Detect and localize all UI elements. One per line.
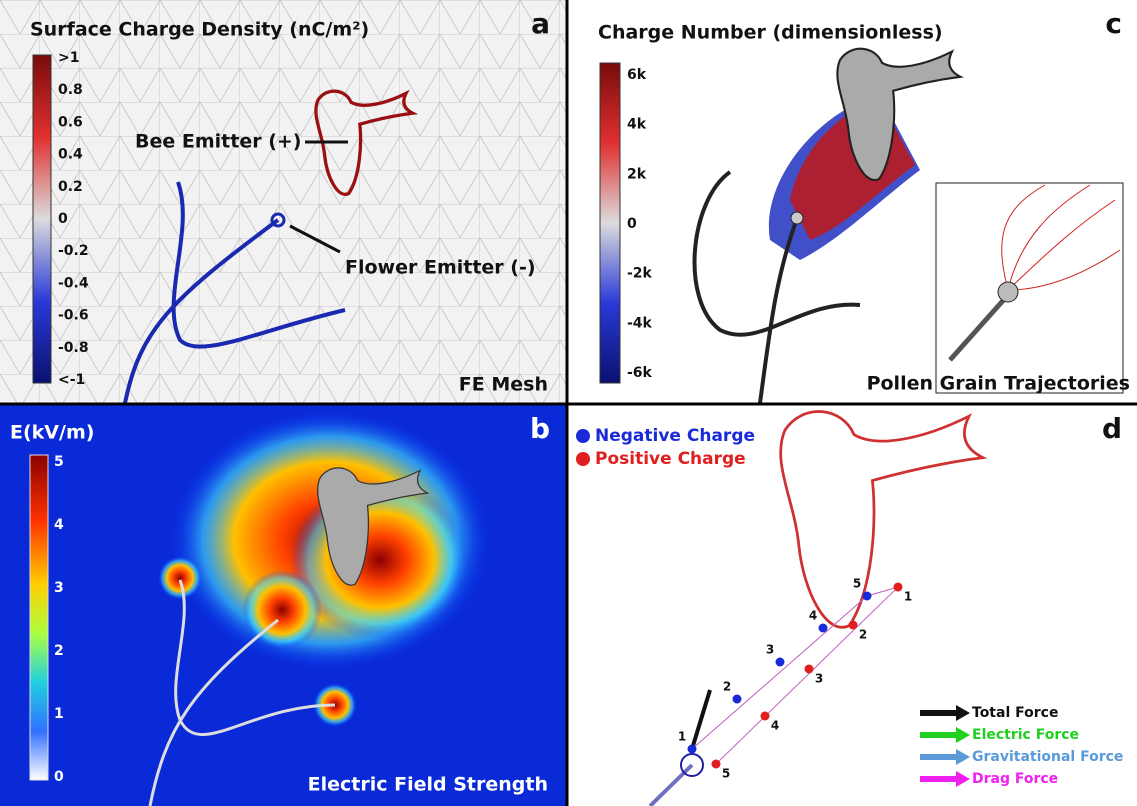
- colorbar-tick: 0.6: [58, 114, 83, 130]
- colorbar-tick: 2k: [627, 166, 647, 182]
- colorbar-tick: 0.2: [58, 179, 83, 195]
- colorbar-tick: 3: [54, 580, 64, 596]
- charge-point: [819, 624, 828, 633]
- charge-point: [863, 592, 872, 601]
- legend-label: Electric Force: [972, 727, 1079, 743]
- field: [158, 556, 202, 600]
- caption: FE Mesh: [459, 374, 548, 396]
- legend-label: Positive Charge: [595, 449, 746, 469]
- colorbar-tick: >1: [58, 50, 79, 66]
- colorbar-tick: -0.2: [58, 243, 89, 259]
- annotation: Flower Emitter (-): [345, 257, 536, 279]
- panel-letter: c: [1105, 7, 1122, 40]
- colorbar-tick: -0.6: [58, 308, 89, 324]
- colorbar-c: [600, 63, 620, 383]
- colorbar-tick: 5: [54, 454, 64, 470]
- colorbar-tick: 0.8: [58, 82, 83, 98]
- charge-point: [776, 658, 785, 667]
- point-label: 2: [723, 680, 731, 694]
- point-label: 1: [904, 590, 912, 604]
- flower-tip: [791, 212, 803, 224]
- legend-dot: [576, 452, 590, 466]
- point-label: 4: [771, 719, 779, 733]
- inset-tip: [998, 282, 1018, 302]
- point-label: 2: [859, 628, 867, 642]
- legend-label: Negative Charge: [595, 426, 755, 446]
- point-label: 4: [809, 609, 817, 623]
- panel-letter: d: [1102, 412, 1122, 445]
- caption: Pollen Grain Trajectories: [867, 373, 1130, 395]
- point-label: 3: [815, 672, 823, 686]
- charge-point: [805, 665, 814, 674]
- colorbar-tick: 0: [627, 216, 637, 232]
- legend-label: Gravitational Force: [972, 749, 1123, 765]
- colorbar-tick: 1: [54, 706, 64, 722]
- charge-point: [688, 745, 697, 754]
- colorbar-tick: 4: [54, 517, 64, 533]
- legend-label: Drag Force: [972, 771, 1058, 787]
- colorbar-b: [30, 455, 48, 780]
- legend-label: Total Force: [972, 705, 1058, 721]
- point-label: 5: [853, 577, 861, 591]
- point-label: 1: [678, 730, 686, 744]
- colorbar-a: [33, 55, 51, 383]
- colorbar-tick: -0.8: [58, 340, 89, 356]
- colorbar-tick: 0.4: [58, 147, 83, 163]
- title: Charge Number (dimensionless): [598, 22, 943, 44]
- colorbar-tick: 0: [54, 769, 64, 785]
- charge-point: [849, 621, 858, 630]
- charge-point: [894, 583, 903, 592]
- colorbar-tick: -4k: [627, 315, 653, 331]
- legend-dot: [576, 429, 590, 443]
- colorbar-tick: 6k: [627, 67, 647, 83]
- annotation: Bee Emitter (+): [135, 131, 301, 153]
- panel-letter: b: [530, 412, 550, 445]
- title: E(kV/m): [10, 422, 94, 444]
- charge-point: [733, 695, 742, 704]
- charge-point: [761, 712, 770, 721]
- colorbar-tick: 4k: [627, 117, 647, 133]
- panel-letter: a: [531, 7, 550, 40]
- title: Surface Charge Density (nC/m²): [30, 19, 369, 41]
- colorbar-tick: -2k: [627, 266, 653, 282]
- point-label: 3: [766, 643, 774, 657]
- colorbar-tick: 0: [58, 211, 68, 227]
- caption: Electric Field Strength: [308, 774, 548, 796]
- colorbar-tick: -6k: [627, 365, 653, 381]
- colorbar-tick: <-1: [58, 372, 85, 388]
- colorbar-tick: -0.4: [58, 275, 89, 291]
- figure: Surface Charge Density (nC/m²) a Bee Emi…: [0, 0, 1137, 806]
- point-label: 5: [722, 767, 730, 781]
- charge-point: [712, 760, 721, 769]
- colorbar-tick: 2: [54, 643, 64, 659]
